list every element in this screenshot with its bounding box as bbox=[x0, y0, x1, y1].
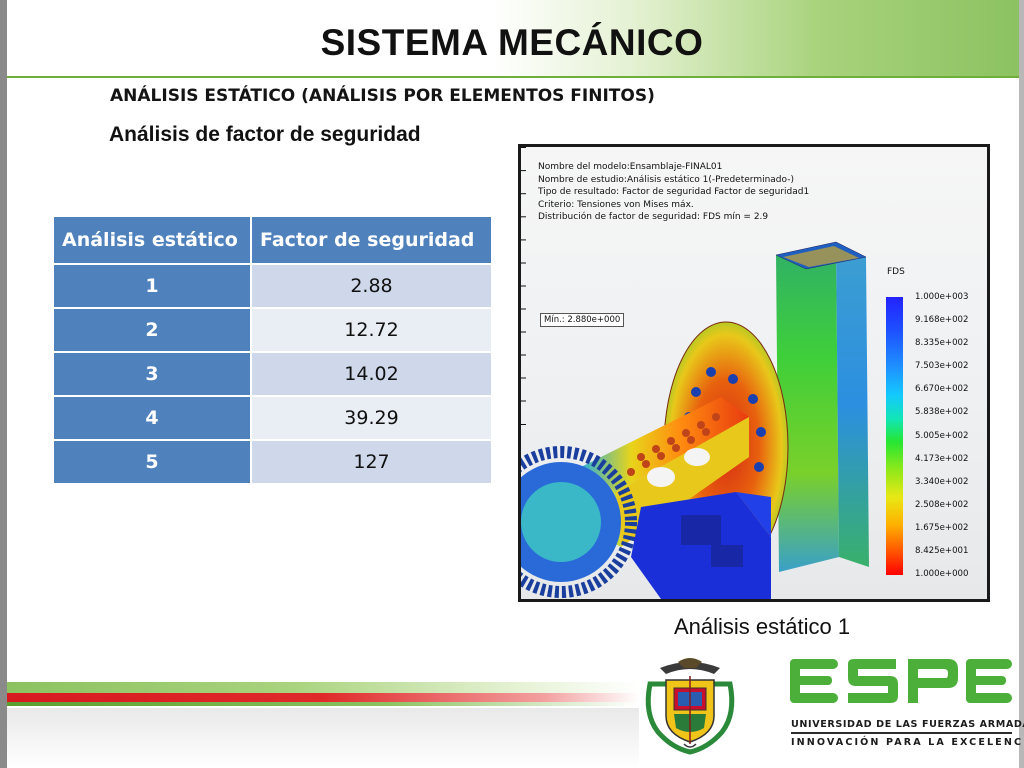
table-header-row: Análisis estático Factor de seguridad bbox=[52, 215, 493, 265]
legend-value: 1.000e+000 bbox=[915, 569, 969, 580]
espe-logo-icon bbox=[790, 659, 1012, 703]
column-header-analysis: Análisis estático bbox=[52, 215, 252, 265]
safety-factor-value: 2.88 bbox=[250, 263, 493, 309]
slide-subtitle: ANÁLISIS ESTÁTICO (ANÁLISIS POR ELEMENTO… bbox=[110, 86, 655, 106]
table-row: 4 39.29 bbox=[52, 395, 493, 441]
legend-value: 9.168e+002 bbox=[915, 315, 969, 326]
safety-factor-value: 14.02 bbox=[250, 351, 493, 397]
left-border bbox=[0, 0, 7, 768]
legend-value: 8.425e+001 bbox=[915, 546, 969, 557]
colorbar-ticks bbox=[521, 147, 526, 425]
table-row: 2 12.72 bbox=[52, 307, 493, 353]
coat-of-arms-icon bbox=[645, 658, 735, 755]
safety-factor-value: 127 bbox=[250, 439, 493, 485]
analysis-number: 4 bbox=[52, 395, 252, 441]
legend-value: 6.670e+002 bbox=[915, 384, 969, 395]
legend-value: 5.838e+002 bbox=[915, 407, 969, 418]
legend-value: 1.000e+003 bbox=[915, 292, 969, 302]
legend-title: FDS bbox=[887, 267, 905, 277]
legend-value: 7.503e+002 bbox=[915, 361, 969, 372]
right-border bbox=[1019, 0, 1024, 768]
analysis-number: 5 bbox=[52, 439, 252, 485]
logo-divider bbox=[791, 732, 1012, 734]
footer-green-band bbox=[7, 682, 639, 693]
header-divider bbox=[7, 76, 1019, 78]
legend-value: 2.508e+002 bbox=[915, 499, 969, 510]
image-caption: Análisis estático 1 bbox=[674, 614, 851, 639]
legend-value: 1.675e+002 bbox=[915, 522, 969, 533]
university-name: UNIVERSIDAD DE LAS FUERZAS ARMADAS bbox=[791, 719, 1024, 730]
legend-value: 8.335e+002 bbox=[915, 338, 969, 349]
footer-red-band bbox=[7, 693, 639, 702]
safety-factor-value: 39.29 bbox=[250, 395, 493, 441]
slide-title: SISTEMA MECÁNICO bbox=[320, 22, 704, 63]
table-row: 5 127 bbox=[52, 439, 493, 485]
footer-background bbox=[7, 708, 639, 768]
analysis-number: 2 bbox=[52, 307, 252, 353]
table-row: 1 2.88 bbox=[52, 263, 493, 309]
legend-value: 3.340e+002 bbox=[915, 476, 969, 487]
safety-factor-table: Análisis estático Factor de seguridad 1 … bbox=[52, 215, 493, 485]
analysis-number: 3 bbox=[52, 351, 252, 397]
legend-value: 4.173e+002 bbox=[915, 453, 969, 464]
fds-colorbar bbox=[886, 297, 903, 575]
legend-value: 5.005e+002 bbox=[915, 430, 969, 441]
colorbar-labels: 1.000e+003 9.168e+002 8.335e+002 7.503e+… bbox=[915, 290, 969, 590]
fea-model-render bbox=[521, 241, 869, 599]
simulation-info: Nombre del modelo:Ensamblaje-FINAL01 Nomb… bbox=[538, 162, 810, 222]
min-value-label: Mín.: 2.880e+000 bbox=[540, 313, 625, 327]
table-row: 3 14.02 bbox=[52, 351, 493, 397]
safety-factor-value: 12.72 bbox=[250, 307, 493, 353]
column-header-safety-factor: Factor de seguridad bbox=[250, 215, 493, 265]
university-motto: INNOVACIÓN PARA LA EXCELENCIA bbox=[791, 737, 1024, 748]
section-title: Análisis de factor de seguridad bbox=[109, 123, 421, 146]
header-band bbox=[7, 0, 1019, 76]
analysis-number: 1 bbox=[52, 263, 252, 309]
fea-simulation-image: Nombre del modelo:Ensamblaje-FINAL01 Nomb… bbox=[518, 144, 990, 602]
footer-green-line bbox=[7, 702, 639, 706]
